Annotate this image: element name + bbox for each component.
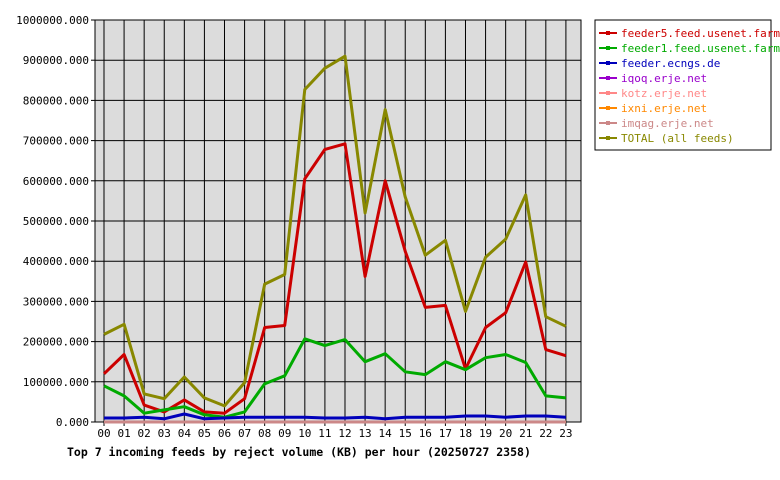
y-tick-label: 1000000.000 — [16, 14, 89, 27]
legend-swatch-marker — [606, 76, 610, 80]
series-line-feeder1-feed-usenet-farm — [103, 337, 567, 419]
x-tick-label: 00 — [97, 427, 110, 440]
series-lines — [102, 54, 567, 424]
y-tick-label: 500000.000 — [23, 215, 89, 228]
x-tick-label: 23 — [559, 427, 572, 440]
legend-swatch-marker — [606, 46, 610, 50]
x-tick-label: 08 — [258, 427, 271, 440]
series-line-feeder5-feed-usenet-farm — [102, 142, 567, 415]
x-tick-label: 03 — [158, 427, 171, 440]
legend-swatch-marker — [606, 106, 610, 110]
x-tick-label: 07 — [238, 427, 251, 440]
legend-swatch-marker — [606, 61, 610, 65]
legend-label: feeder5.feed.usenet.farm — [621, 27, 780, 40]
x-tick-label: 15 — [399, 427, 412, 440]
legend-label: ixni.erje.net — [621, 102, 707, 115]
y-tick-label: 300000.000 — [23, 295, 89, 308]
x-tick-label: 02 — [138, 427, 151, 440]
legend-box — [594, 19, 772, 151]
legend-label: kotz.erje.net — [621, 87, 707, 100]
y-tick-label: 0.000 — [56, 416, 89, 429]
x-tick-label: 14 — [379, 427, 393, 440]
x-tick-label: 20 — [499, 427, 512, 440]
y-axis-ticks: 0.000 100000.000 200000.000 300000.000 40000… — [16, 14, 95, 429]
x-tick-label: 19 — [479, 427, 492, 440]
x-tick-label: 21 — [519, 427, 532, 440]
y-tick-label: 600000.000 — [23, 175, 89, 188]
y-tick-label: 100000.000 — [23, 376, 89, 389]
legend: feeder5.feed.usenet.farm feeder1.feed.use… — [594, 19, 780, 151]
legend-label: iqoq.erje.net — [621, 72, 707, 85]
x-tick-label: 10 — [298, 427, 311, 440]
x-tick-label: 09 — [278, 427, 291, 440]
chart-caption: Top 7 incoming feeds by reject volume (K… — [67, 445, 531, 459]
x-tick-label: 12 — [338, 427, 351, 440]
grid-lines — [95, 20, 581, 422]
x-tick-label: 11 — [318, 427, 331, 440]
series-line-total-all-feeds — [103, 54, 567, 408]
y-tick-label: 800000.000 — [23, 94, 89, 107]
legend-label: imqag.erje.net — [621, 117, 714, 130]
x-tick-label: 06 — [218, 427, 231, 440]
x-tick-label: 16 — [419, 427, 432, 440]
x-tick-label: 22 — [539, 427, 552, 440]
x-tick-label: 13 — [358, 427, 371, 440]
y-tick-label: 200000.000 — [23, 336, 89, 349]
x-tick-label: 17 — [439, 427, 452, 440]
x-tick-label: 18 — [459, 427, 472, 440]
series-line-feeder-ecngs-de — [104, 412, 566, 421]
legend-label: TOTAL (all feeds) — [621, 132, 734, 145]
y-tick-label: 900000.000 — [23, 54, 89, 67]
legend-label: feeder1.feed.usenet.farm — [621, 42, 780, 55]
y-tick-label: 400000.000 — [23, 255, 89, 268]
x-tick-label: 05 — [198, 427, 211, 440]
x-tick-label: 04 — [178, 427, 192, 440]
y-tick-label: 700000.000 — [23, 135, 89, 148]
legend-swatch-marker — [606, 136, 610, 140]
legend-swatch-marker — [606, 91, 610, 95]
legend-label: feeder.ecngs.de — [621, 57, 720, 70]
legend-swatch-marker — [606, 31, 610, 35]
x-axis-ticks: 00 01 02 03 04 05 06 07 08 09 10 11 12 13 14 15 16 17 18 19… — [97, 422, 573, 440]
x-tick-label: 01 — [117, 427, 130, 440]
legend-swatch-marker — [606, 121, 610, 125]
